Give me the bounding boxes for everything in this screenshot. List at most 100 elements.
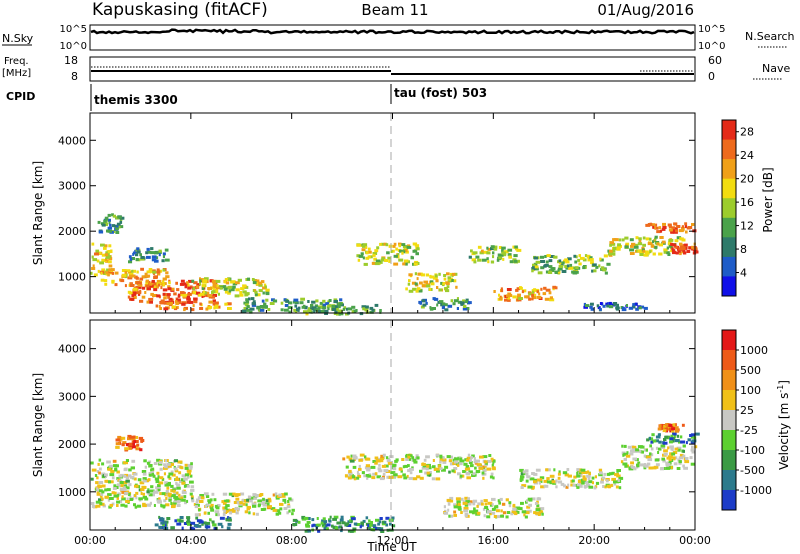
data-cell bbox=[190, 521, 196, 525]
data-cell bbox=[685, 441, 688, 445]
data-cell bbox=[152, 474, 156, 478]
data-cell bbox=[104, 495, 109, 499]
colorbar-segment bbox=[722, 370, 736, 391]
data-cell bbox=[160, 517, 165, 521]
data-cell bbox=[533, 262, 538, 266]
data-cell bbox=[391, 524, 396, 528]
data-cell bbox=[350, 519, 353, 523]
data-cell bbox=[678, 229, 684, 233]
data-cell bbox=[354, 476, 360, 480]
data-cell bbox=[671, 243, 674, 246]
data-cell bbox=[383, 242, 387, 246]
data-cell bbox=[673, 451, 678, 454]
data-cell bbox=[576, 485, 580, 489]
data-cell bbox=[204, 504, 207, 508]
data-cell bbox=[147, 478, 151, 482]
data-cell bbox=[553, 255, 558, 259]
data-cell bbox=[367, 525, 371, 529]
data-cell bbox=[166, 462, 169, 466]
data-cell bbox=[156, 268, 160, 272]
data-cell bbox=[665, 466, 670, 470]
data-cell bbox=[463, 462, 468, 466]
data-cell bbox=[536, 290, 539, 294]
data-cell bbox=[546, 468, 551, 472]
data-cell bbox=[352, 465, 357, 469]
data-cell bbox=[275, 509, 281, 513]
data-cell bbox=[103, 246, 107, 250]
data-cell bbox=[146, 270, 152, 274]
data-cell bbox=[471, 454, 475, 458]
data-cell bbox=[209, 518, 212, 522]
data-cell bbox=[408, 476, 413, 480]
data-cell bbox=[98, 467, 102, 471]
data-cell bbox=[362, 256, 365, 260]
data-cell bbox=[500, 514, 504, 518]
data-cell bbox=[606, 304, 611, 308]
data-cell bbox=[252, 279, 257, 282]
data-cell bbox=[376, 475, 382, 479]
data-cell bbox=[187, 292, 192, 296]
data-cell bbox=[152, 285, 158, 289]
data-cell bbox=[684, 225, 688, 229]
data-cell bbox=[91, 255, 94, 259]
data-cell bbox=[463, 300, 468, 304]
data-cell bbox=[507, 248, 513, 252]
data-cell bbox=[415, 289, 419, 293]
data-cell bbox=[131, 269, 134, 273]
data-cell bbox=[442, 456, 445, 460]
data-cell bbox=[157, 484, 161, 487]
data-cell bbox=[498, 256, 501, 260]
data-cell bbox=[377, 527, 381, 530]
data-cell bbox=[416, 456, 420, 460]
data-cell bbox=[483, 250, 489, 254]
data-cell bbox=[650, 223, 655, 227]
data-cell bbox=[159, 467, 163, 471]
data-cell bbox=[654, 235, 658, 239]
data-cell bbox=[370, 521, 373, 524]
data-cell bbox=[184, 466, 189, 470]
data-cell bbox=[337, 305, 341, 309]
data-cell bbox=[227, 307, 232, 310]
data-cell bbox=[577, 480, 583, 483]
data-cell bbox=[380, 258, 386, 262]
data-cell bbox=[150, 292, 154, 296]
data-cell bbox=[567, 474, 572, 478]
velocity-x-ticks: 00:00 04:00 08:00 12:00 16:00 20:00 00:00 bbox=[74, 320, 711, 547]
data-cell bbox=[162, 277, 167, 281]
data-cell bbox=[355, 523, 361, 526]
colorbar-tick-label: -100 bbox=[740, 444, 765, 457]
data-cell bbox=[135, 253, 139, 257]
data-cell bbox=[351, 305, 356, 309]
data-cell bbox=[121, 443, 125, 447]
data-cell bbox=[552, 285, 557, 289]
data-cell bbox=[501, 246, 506, 250]
data-cell bbox=[124, 273, 127, 277]
data-cell bbox=[199, 282, 202, 286]
data-cell bbox=[176, 486, 181, 490]
y-tick-label: 2000 bbox=[58, 438, 86, 451]
data-cell bbox=[398, 258, 404, 262]
data-cell bbox=[158, 461, 163, 465]
data-cell bbox=[258, 289, 263, 293]
data-cell bbox=[350, 454, 353, 458]
data-cell bbox=[544, 263, 549, 267]
data-cell bbox=[495, 509, 500, 513]
data-cell bbox=[158, 249, 162, 253]
data-cell bbox=[117, 435, 121, 439]
data-cell bbox=[416, 277, 419, 281]
data-cell bbox=[217, 513, 220, 517]
data-cell bbox=[140, 439, 145, 442]
data-cell bbox=[582, 475, 586, 479]
data-cell bbox=[348, 457, 353, 461]
data-cell bbox=[114, 283, 118, 287]
data-cell bbox=[652, 439, 657, 443]
data-cell bbox=[561, 270, 567, 273]
data-cell bbox=[658, 433, 661, 437]
data-cell bbox=[367, 474, 372, 478]
data-cell bbox=[666, 427, 671, 431]
data-cell bbox=[650, 244, 655, 248]
data-cell bbox=[175, 476, 178, 480]
data-cell bbox=[677, 249, 681, 253]
data-cell bbox=[180, 291, 185, 295]
data-cell bbox=[513, 259, 518, 263]
